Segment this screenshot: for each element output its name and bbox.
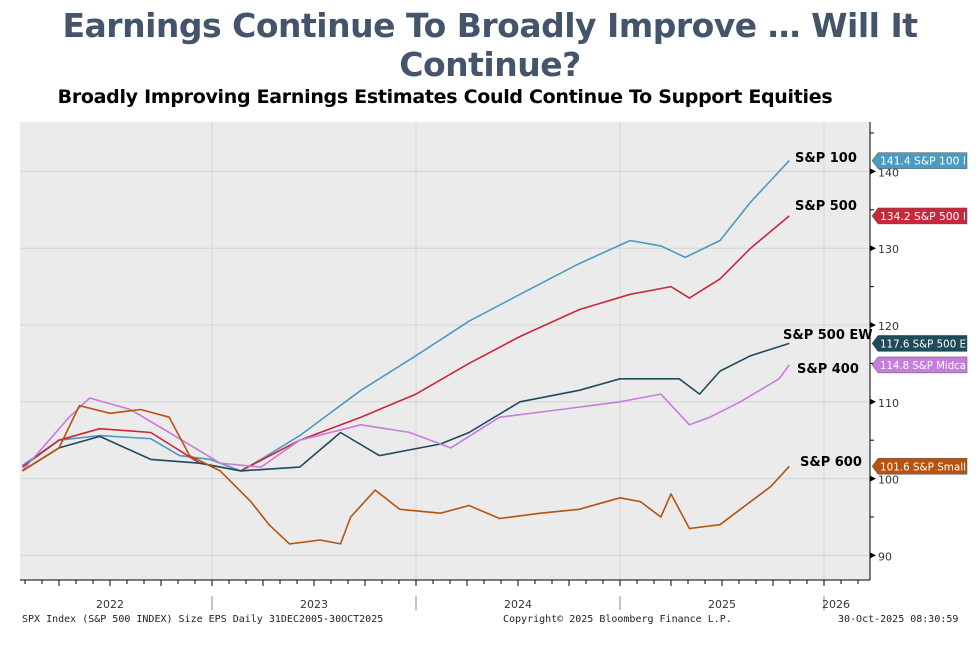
last-value-tag-label: 117.6 S&P 500 E <box>880 338 966 350</box>
last-value-tag <box>871 152 968 169</box>
y-tick-label: 100 <box>878 474 899 487</box>
y-tick-label: 90 <box>878 550 892 563</box>
y-tick <box>870 552 876 559</box>
last-value-tag-label: 134.2 S&P 500 I <box>880 211 966 223</box>
source-note: SPX Index (S&P 500 INDEX) Size EPS Daily… <box>22 614 384 625</box>
series-label: S&P 500 EW <box>783 328 873 343</box>
chart-title: Broadly Improving Earnings Estimates Cou… <box>57 86 833 108</box>
series-line-s-p-400 <box>21 364 790 472</box>
last-value-tag-label: 141.4 S&P 100 I <box>880 156 966 168</box>
last-value-tag <box>871 458 968 475</box>
series-label: S&P 500 <box>795 199 857 214</box>
page-title: Earnings Continue To Broadly Improve … W… <box>62 6 918 84</box>
last-value-tag <box>871 335 968 352</box>
x-tick-label: 2026 <box>822 598 850 611</box>
y-tick-label: 110 <box>878 397 899 410</box>
copyright-note: Copyright© 2025 Bloomberg Finance L.P. <box>503 614 732 625</box>
last-value-tag <box>871 356 968 374</box>
y-tick <box>870 322 876 328</box>
series-label: S&P 100 <box>795 151 857 166</box>
y-tick <box>870 475 876 482</box>
series-line-s-p-600 <box>21 404 790 545</box>
y-tick <box>870 245 876 252</box>
series-label: S&P 400 <box>797 362 859 377</box>
last-value-tag <box>871 207 968 225</box>
plot-area <box>20 122 870 580</box>
last-value-tag-label: 101.6 S&P Small <box>880 461 966 473</box>
series-line-s-p-500 <box>21 215 790 472</box>
timestamp: 30-Oct-2025 08:30:59 <box>838 614 959 625</box>
y-tick-label: 140 <box>878 166 899 179</box>
x-tick-label: 2023 <box>300 598 328 611</box>
y-tick-label: 130 <box>878 243 899 256</box>
x-tick-label: 2025 <box>708 598 736 611</box>
series-label: S&P 600 <box>800 455 862 470</box>
y-tick <box>870 168 876 175</box>
last-value-tag-label: 114.8 S&P Midca <box>880 360 966 372</box>
x-tick-label: 2022 <box>96 598 124 611</box>
series-line-s-p-100 <box>21 160 790 472</box>
y-tick-label: 120 <box>878 320 899 333</box>
x-tick-label: 2024 <box>504 598 532 611</box>
y-tick <box>870 398 876 405</box>
